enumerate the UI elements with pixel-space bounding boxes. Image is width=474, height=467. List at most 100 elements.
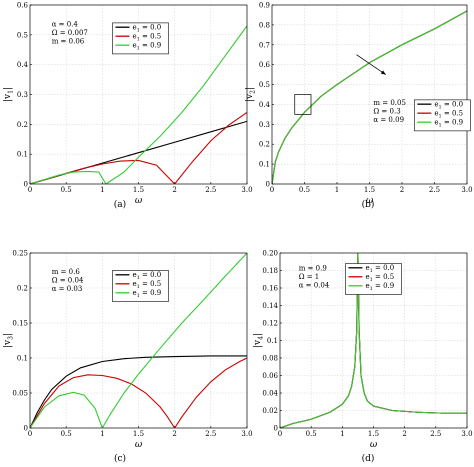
- y-tick-label: 0.4: [17, 61, 29, 69]
- legend-label-subscript: 1: [137, 284, 140, 290]
- series-line-2: [280, 253, 467, 428]
- y-tick-label: 0: [24, 425, 28, 433]
- series-line-2: [272, 10, 467, 184]
- legend-label: e1 = 0.5: [132, 280, 161, 290]
- legend-label-value: = 0.9: [140, 41, 161, 49]
- y-tick-label: 0: [266, 181, 270, 189]
- y-tick-label: 0.05: [12, 390, 28, 398]
- series-line-2: [30, 25, 247, 184]
- x-tick-label: 3.0: [241, 430, 252, 438]
- param-label: Ω = 0.04: [52, 277, 84, 285]
- param-label: α = 0.09: [373, 116, 404, 124]
- legend-label-subscript: 1: [137, 275, 140, 281]
- x-tick-label: 0.5: [61, 186, 72, 194]
- legend-label-subscript: 1: [137, 36, 140, 42]
- y-tick-label: 0.2: [259, 141, 270, 149]
- panel-label: (a): [114, 199, 126, 210]
- legend-label: e1 = 0.0: [365, 264, 394, 274]
- legend-label-value: = 0.0: [442, 100, 463, 108]
- y-axis-label-subscript: 3: [8, 336, 15, 340]
- x-tick-label: 0: [270, 186, 274, 194]
- y-tick-label: 0.1: [17, 355, 28, 363]
- legend-label-value: = 0.5: [140, 32, 161, 40]
- param-label: Ω = 0.3: [373, 108, 400, 116]
- y-tick-label: 0.7: [259, 41, 270, 49]
- y-tick-label: 0.18: [262, 267, 278, 275]
- arrow-head: [380, 70, 386, 75]
- param-label: α = 0.03: [52, 285, 83, 293]
- arrow-shaft: [356, 54, 386, 75]
- x-tick-label: 3.0: [461, 186, 472, 194]
- x-tick-label: 2: [172, 430, 176, 438]
- legend-label: e1 = 0.5: [434, 109, 463, 119]
- legend-label: e1 = 0.5: [132, 32, 161, 42]
- panel-a: 0 0.5 1 1.5 2 2.5 3.0 0 0.1 0.2 0.3 0.4 0.5 0.6 α = 0.…: [3, 2, 253, 211]
- y-axis-label: |v1|: [3, 87, 15, 102]
- y-tick-label: 0.3: [259, 121, 270, 129]
- y-axis-label-subscript: 1: [8, 90, 15, 94]
- legend-label: e1 = 0.5: [365, 273, 394, 283]
- legend-label-base: e: [132, 32, 136, 40]
- legend-label-base: e: [132, 41, 136, 49]
- legend-label-value: = 0.9: [140, 289, 161, 297]
- y-axis-label-bar: |: [3, 87, 13, 90]
- legend-label-value: = 0.0: [140, 23, 161, 31]
- legend-label-subscript: 1: [439, 104, 442, 110]
- legend-label: e1 = 0.0: [132, 23, 161, 33]
- plot-frame: [29, 252, 248, 429]
- legend-label-value: = 0.0: [140, 271, 161, 279]
- panel-label: (c): [114, 453, 126, 464]
- legend-label-base: e: [132, 280, 136, 288]
- y-axis-label: |v3|: [3, 333, 15, 348]
- y-tick-label: 0.6: [259, 61, 271, 69]
- x-tick-label: 2: [402, 430, 406, 438]
- y-tick-label: 0.25: [12, 250, 28, 258]
- legend-label-value: = 0.9: [442, 118, 463, 126]
- y-axis-label-base: |v: [3, 339, 13, 348]
- legend-label: e1 = 0.9: [132, 289, 161, 299]
- plot-frame: [29, 4, 248, 185]
- x-tick-label: 1: [100, 430, 104, 438]
- legend-label-subscript: 1: [439, 122, 442, 128]
- x-tick-label: 1: [340, 430, 344, 438]
- legend-label-base: e: [132, 289, 136, 297]
- legend-label-base: e: [365, 282, 369, 290]
- legend-label-base: e: [434, 118, 438, 126]
- x-tick-label: 2.5: [430, 430, 441, 438]
- y-tick-label: 0: [274, 425, 278, 433]
- param-label: Ω = 0.007: [52, 29, 88, 37]
- series-line-1: [30, 357, 247, 428]
- legend-label-value: = 0.0: [373, 264, 394, 272]
- x-tick-label: 0: [28, 186, 32, 194]
- legend-box: [112, 270, 169, 302]
- legend-label-base: e: [132, 271, 136, 279]
- y-tick-label: 0.20: [262, 250, 278, 258]
- x-tick-label: 1: [100, 186, 104, 194]
- x-tick-label: 2: [400, 186, 404, 194]
- y-tick-label: 0.1: [259, 161, 270, 169]
- legend-label: e1 = 0.9: [434, 118, 463, 128]
- param-label: α = 0.4: [52, 20, 79, 28]
- x-tick-label: 1.5: [364, 186, 375, 194]
- legend-box: [112, 22, 169, 55]
- x-tick-label: 0: [28, 430, 32, 438]
- y-tick-label: 0.12: [262, 320, 278, 328]
- x-axis-label: ω: [135, 440, 143, 450]
- y-tick-label: 0.16: [262, 285, 278, 293]
- legend-label-value: = 0.5: [373, 273, 394, 281]
- y-tick-label: 0.15: [12, 320, 28, 328]
- y-axis-label-bar: |: [245, 87, 255, 90]
- series-line-2: [30, 253, 247, 428]
- x-tick-label: 1.5: [133, 430, 144, 438]
- legend-label-base: e: [132, 23, 136, 31]
- legend-label-base: e: [365, 264, 369, 272]
- y-tick-label: 0.02: [262, 407, 278, 415]
- x-tick-label: 1.5: [368, 430, 379, 438]
- series-line-0: [30, 355, 247, 428]
- legend-label: e1 = 0.9: [365, 282, 394, 292]
- param-label: Ω = 1: [299, 273, 320, 281]
- panel-d: 0 0.5 1 1.5 2 2.5 3.0 0 0.02 0.04 0.06 0.08 0.1 0.12 0…: [253, 250, 473, 465]
- legend-label-subscript: 1: [370, 277, 373, 283]
- y-tick-label: 0: [24, 181, 28, 189]
